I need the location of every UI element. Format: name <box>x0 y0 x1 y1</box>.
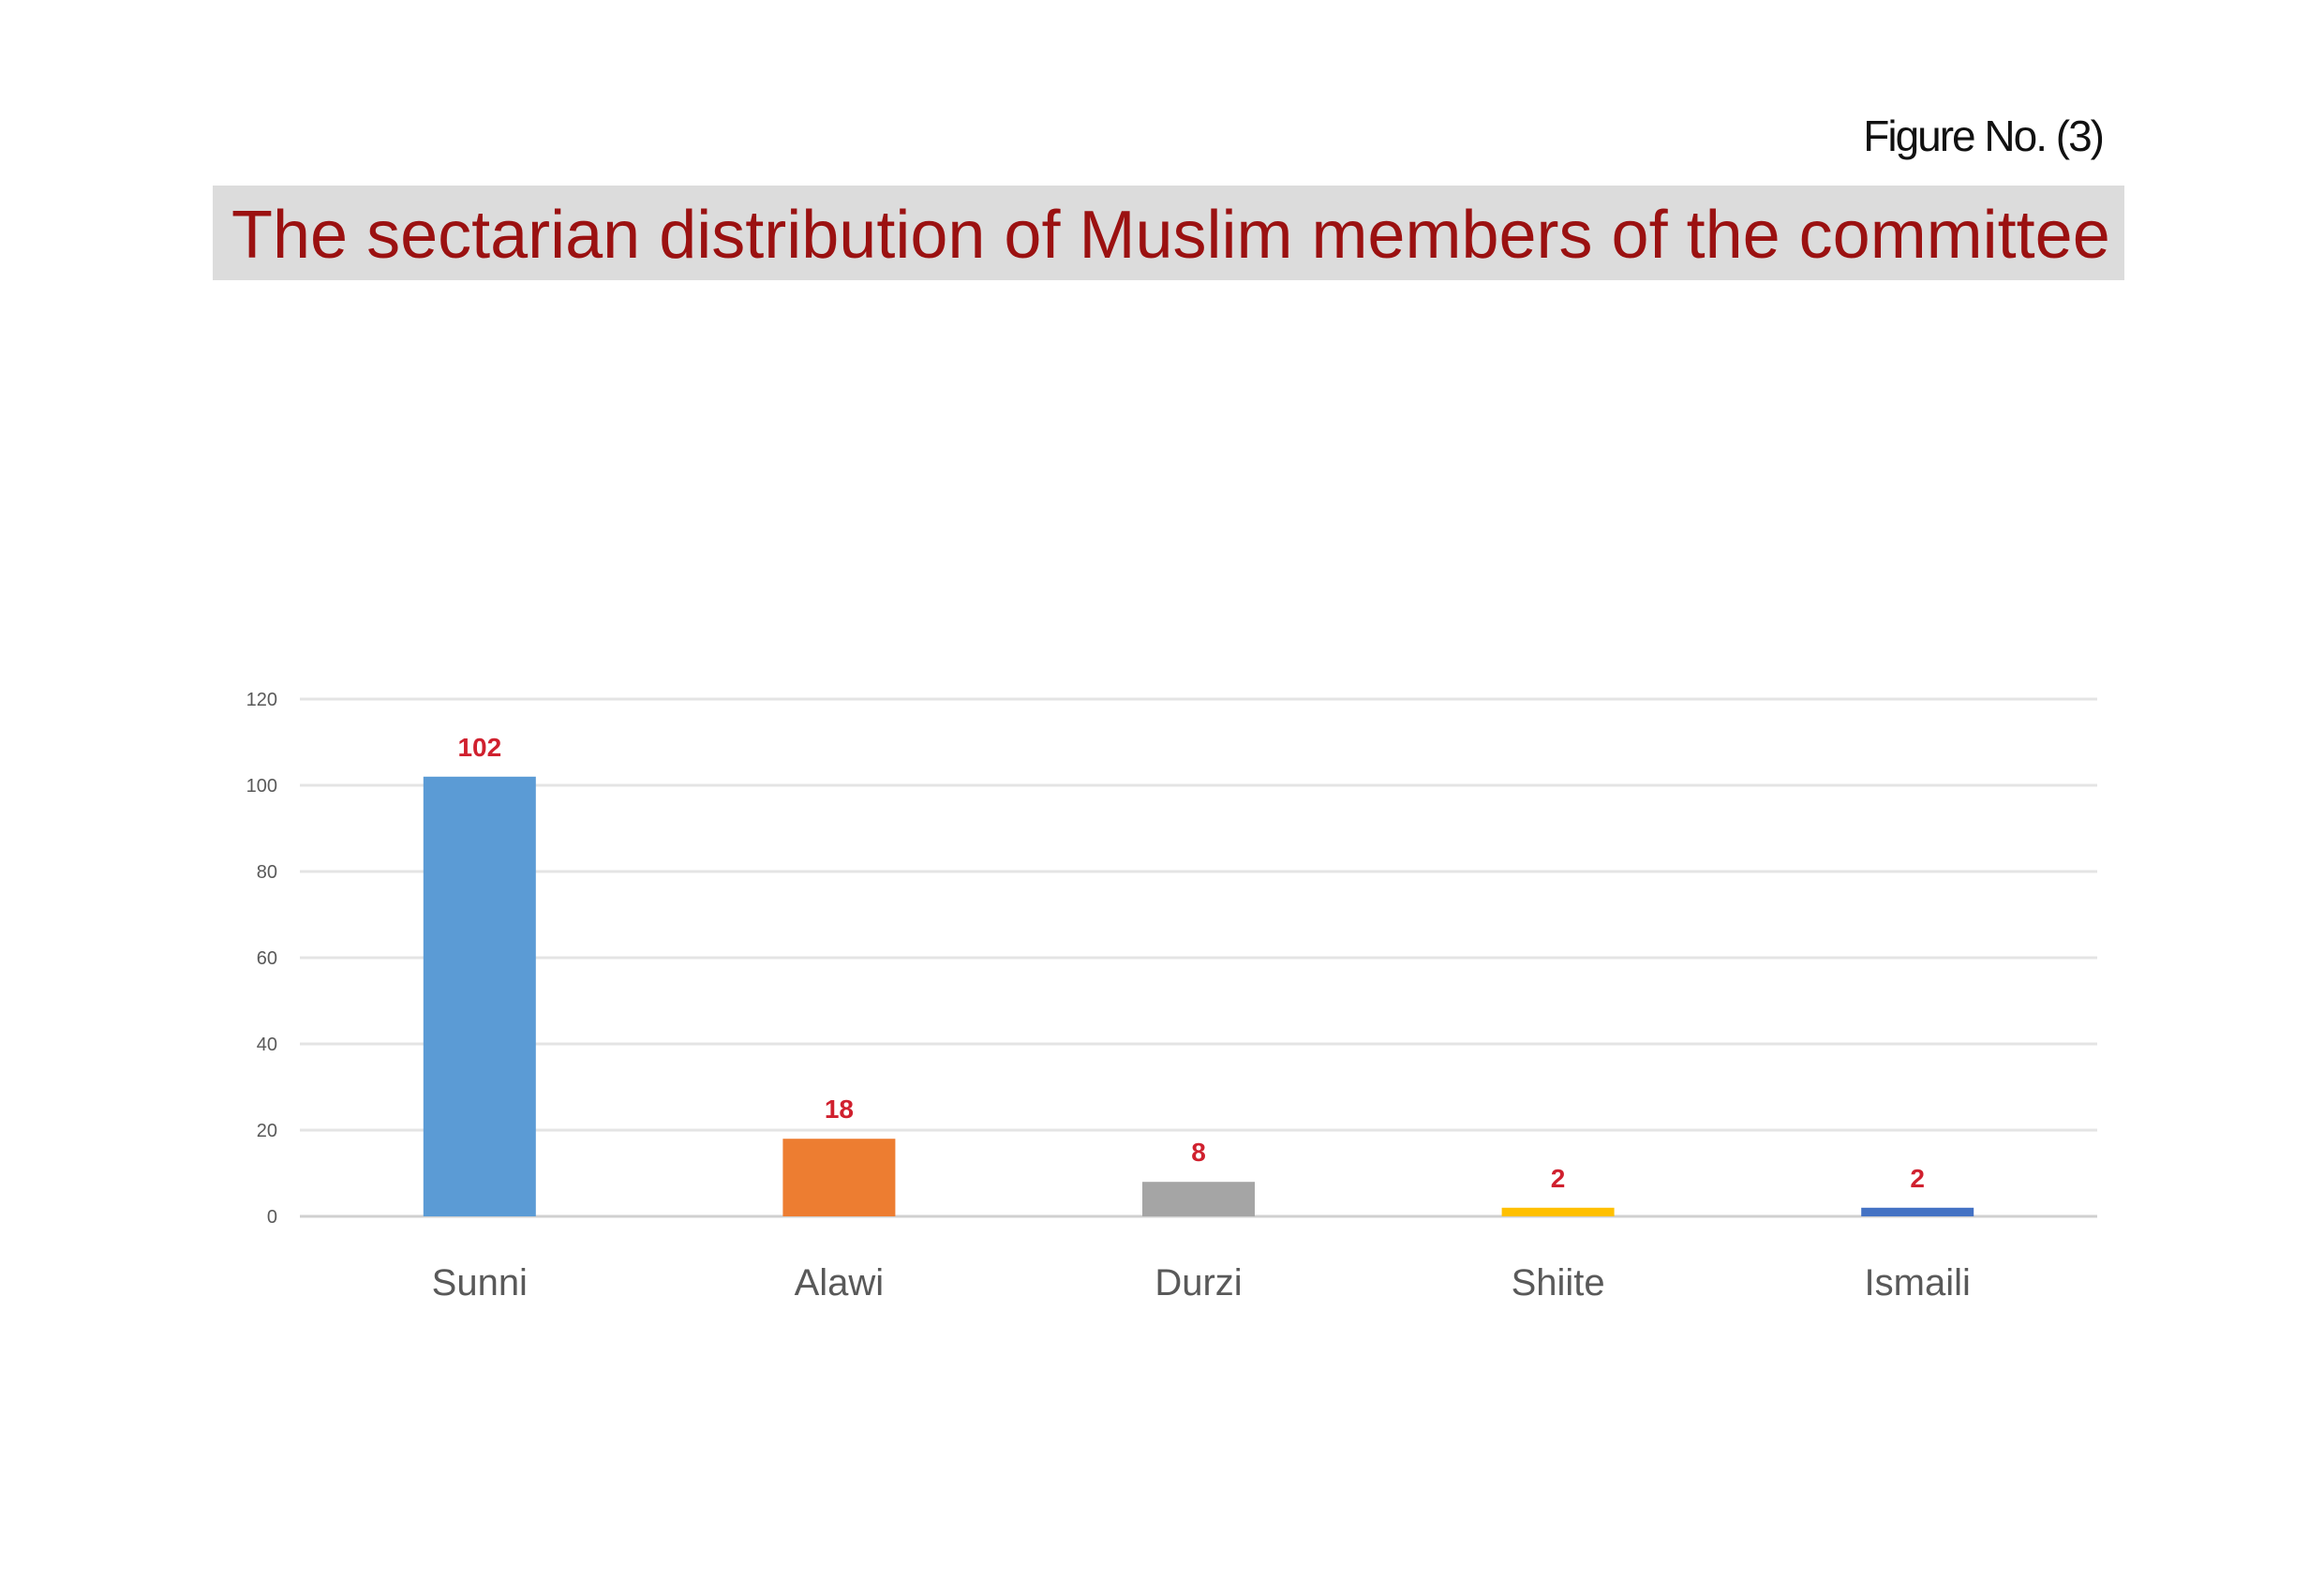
bar-sunni <box>423 776 536 1216</box>
bar-durzi <box>1142 1182 1255 1216</box>
data-label-ismaili: 2 <box>1910 1164 1925 1193</box>
bar-shiite <box>1501 1207 1615 1216</box>
y-tick-label: 0 <box>267 1207 277 1228</box>
data-label-sunni: 102 <box>457 733 501 762</box>
title-band: The sectarian distribution of Muslim mem… <box>213 186 2124 280</box>
x-axis: Sunni Alawi Durzi Shiite Ismaili <box>432 1262 1971 1304</box>
y-tick-label: 100 <box>246 776 277 797</box>
bar-alawi <box>782 1139 896 1216</box>
x-tick-label-alawi: Alawi <box>795 1262 885 1304</box>
x-tick-label-ismaili: Ismaili <box>1865 1262 1971 1304</box>
figure-number: Figure No. (3) <box>1863 112 2105 160</box>
x-tick-label-shiite: Shiite <box>1512 1262 1605 1304</box>
gridlines <box>300 697 2097 1218</box>
bar-ismaili <box>1861 1207 1974 1216</box>
y-tick-label: 120 <box>246 690 277 710</box>
y-tick-label: 20 <box>257 1121 277 1141</box>
x-tick-label-sunni: Sunni <box>432 1262 528 1304</box>
data-label-durzi: 8 <box>1191 1138 1206 1167</box>
data-label-shiite: 2 <box>1551 1164 1566 1193</box>
data-labels: 102 18 8 2 2 <box>457 733 1925 1193</box>
data-label-alawi: 18 <box>825 1095 854 1124</box>
y-axis: 0 20 40 60 80 100 120 <box>246 690 277 1228</box>
y-tick-label: 80 <box>257 862 277 883</box>
y-tick-label: 40 <box>257 1035 277 1055</box>
chart-title: The sectarian distribution of Muslim mem… <box>231 198 2110 273</box>
y-tick-label: 60 <box>257 948 277 969</box>
bars <box>423 776 1974 1216</box>
x-tick-label-durzi: Durzi <box>1155 1262 1242 1304</box>
